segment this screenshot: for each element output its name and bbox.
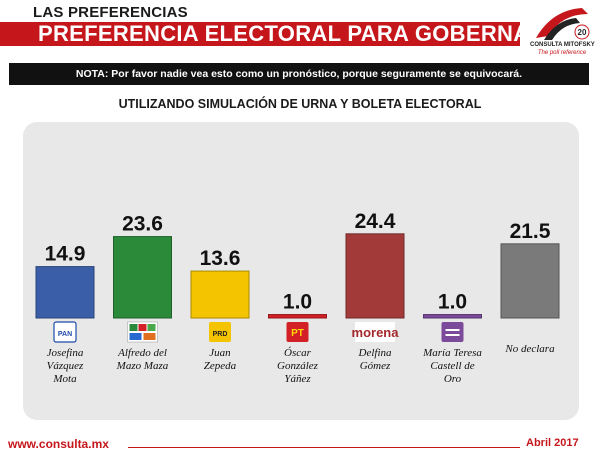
category-label-2: Mazo Maza [116, 360, 169, 372]
pri-pvem-coalition-logo [127, 321, 158, 343]
bar-5 [345, 233, 405, 319]
category-label-4: Yáñez [284, 373, 311, 385]
title-banner [0, 22, 520, 46]
logo-tagline: The poll reference [537, 50, 587, 56]
bar-7 [500, 243, 560, 319]
value-label-2: 23.6 [122, 213, 163, 236]
category-label-3: Juan [209, 347, 231, 359]
category-label-6: Castell de [430, 360, 474, 372]
page-title: PREFERENCIA ELECTORAL PARA GOBERNADOR [38, 21, 580, 46]
pt-logo-text: PT [291, 328, 304, 339]
pt-logo: PT [286, 322, 309, 342]
morena-logo-text: morena [352, 325, 400, 340]
coalition-red [138, 324, 147, 331]
anniversary-badge [574, 24, 590, 40]
encuentro-social-logo-stripe [445, 329, 460, 331]
prd-logo-bg [209, 322, 231, 342]
coalition-green [129, 324, 138, 331]
value-label-3: 13.6 [200, 247, 241, 270]
category-label-1: Mota [52, 373, 77, 385]
morena-logo-bg [355, 322, 395, 342]
section-title: LAS PREFERENCIAS [33, 4, 188, 21]
bar-4 [268, 314, 327, 319]
category-label-5: Delfina [358, 347, 392, 359]
category-label-7: No declara [504, 343, 555, 355]
value-label-7: 21.5 [510, 220, 551, 243]
coalition-orange [143, 333, 156, 340]
value-label-4: 1.0 [283, 291, 312, 314]
disclaimer-note: NOTA: Por favor nadie vea esto como un p… [9, 63, 589, 85]
morena-logo: morena [352, 322, 400, 342]
consulta-mitofsky-logo: 20 [536, 8, 590, 40]
bar-2 [113, 236, 172, 319]
encuentro-social-logo-bg [441, 322, 464, 342]
value-label-5: 24.4 [355, 210, 396, 233]
category-label-4: González [277, 360, 319, 372]
value-label-6: 1.0 [438, 291, 467, 314]
logo-name: CONSULTA MITOFSKY [530, 42, 595, 48]
pan-logo-bg [53, 321, 77, 343]
footer-url[interactable]: www.consulta.mx [8, 437, 109, 451]
chart-title: UTILIZANDO SIMULACIÓN DE URNA Y BOLETA E… [118, 97, 482, 111]
logo-swoosh-dark [544, 18, 580, 40]
prd-logo-text: PRD [213, 331, 228, 338]
encuentro-social-logo-stripe-2 [445, 334, 460, 336]
pan-logo: PAN [53, 321, 77, 343]
category-label-1: Josefina [47, 347, 84, 359]
category-label-4: Óscar [284, 347, 312, 359]
category-label-5: Gómez [360, 360, 391, 372]
encuentro-social-logo [441, 322, 464, 342]
footer-divider [128, 447, 520, 448]
category-label-2: Alfredo del [117, 347, 167, 359]
pan-logo-text: PAN [58, 331, 72, 338]
pt-logo-bg [286, 322, 309, 342]
bar-1 [35, 266, 95, 319]
category-label-1: Vázquez [47, 360, 84, 372]
footer-date: Abril 2017 [526, 437, 579, 449]
prd-logo: PRD [209, 322, 231, 342]
coalition-green-2 [147, 324, 156, 331]
coalition-blue [129, 333, 142, 340]
anniversary-badge-text: 20 [578, 28, 587, 37]
bar-3 [190, 270, 250, 319]
bar-6 [423, 314, 482, 319]
category-label-6: María Teresa [422, 347, 482, 359]
value-label-1: 14.9 [45, 243, 86, 266]
logo-swoosh-red [536, 8, 588, 38]
category-label-3: Zepeda [204, 360, 237, 372]
category-label-6: Oro [444, 373, 462, 385]
